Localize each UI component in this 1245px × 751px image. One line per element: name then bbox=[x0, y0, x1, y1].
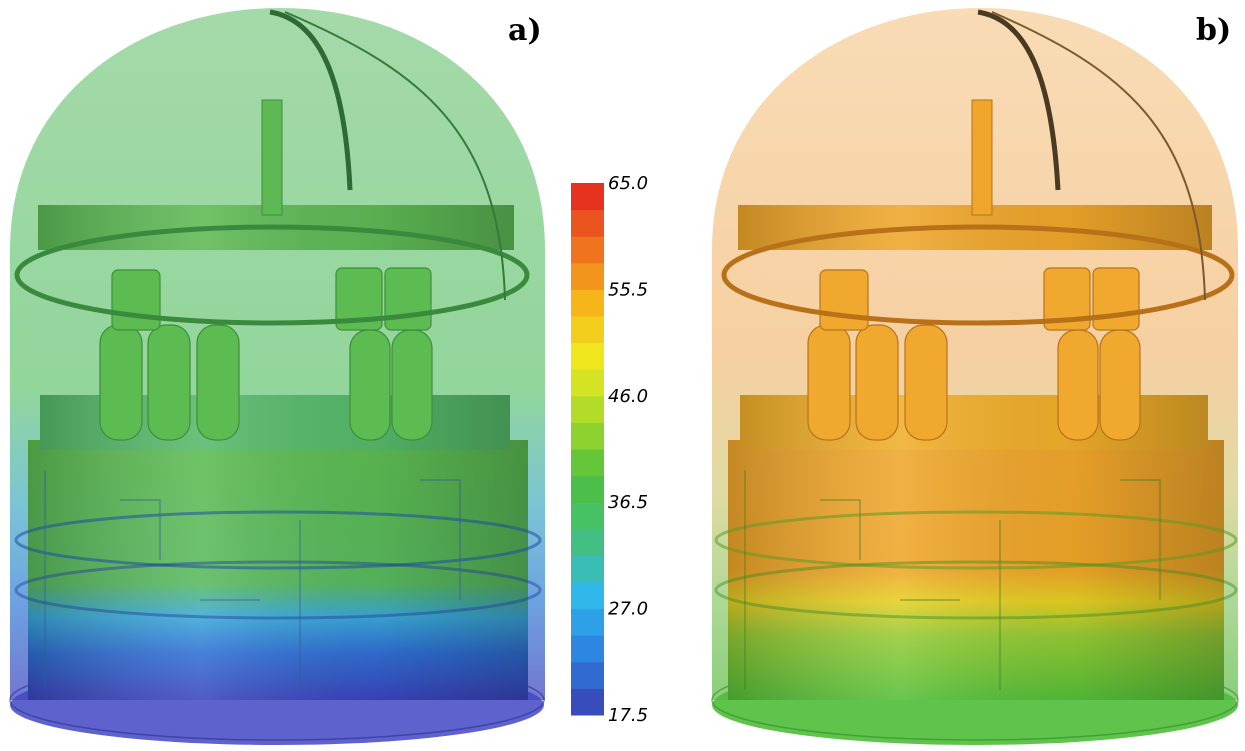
reactor-machinery-b bbox=[714, 9, 1238, 700]
colorbar-step bbox=[571, 183, 604, 211]
colorbar-step bbox=[571, 316, 604, 344]
colorbar-step bbox=[571, 262, 604, 290]
colorbar-step bbox=[571, 635, 604, 663]
colorbar bbox=[571, 183, 604, 716]
colorbar-ticks: 65.0 55.5 46.0 36.5 27.0 17.5 bbox=[608, 173, 648, 726]
colorbar-step bbox=[571, 209, 604, 237]
colorbar-step bbox=[571, 528, 604, 556]
colorbar-tick-label: 55.5 bbox=[608, 279, 648, 300]
panel-label-b: b) bbox=[1196, 13, 1231, 48]
colorbar-step bbox=[571, 661, 604, 689]
colorbar-step bbox=[571, 608, 604, 636]
colorbar-step bbox=[571, 688, 604, 716]
colorbar-step bbox=[571, 422, 604, 450]
colorbar-tick-label: 46.0 bbox=[608, 386, 648, 407]
colorbar-tick-label: 27.0 bbox=[608, 599, 648, 620]
panel-a bbox=[9, 8, 545, 745]
panel-b bbox=[711, 8, 1239, 745]
colorbar-tick-label: 65.0 bbox=[608, 173, 648, 194]
colorbar-step bbox=[571, 289, 604, 317]
colorbar-step bbox=[571, 236, 604, 264]
panel-label-a: a) bbox=[508, 13, 542, 48]
colorbar-step bbox=[571, 342, 604, 370]
colorbar-step bbox=[571, 502, 604, 530]
colorbar-step bbox=[571, 582, 604, 610]
colorbar-step bbox=[571, 369, 604, 397]
colorbar-step bbox=[571, 449, 604, 477]
colorbar-tick-label: 36.5 bbox=[608, 492, 648, 513]
colorbar-step bbox=[571, 555, 604, 583]
colorbar-step bbox=[571, 395, 604, 423]
reactor-machinery-a bbox=[14, 9, 542, 700]
colorbar-step bbox=[571, 475, 604, 503]
colorbar-tick-label: 17.5 bbox=[608, 705, 648, 726]
